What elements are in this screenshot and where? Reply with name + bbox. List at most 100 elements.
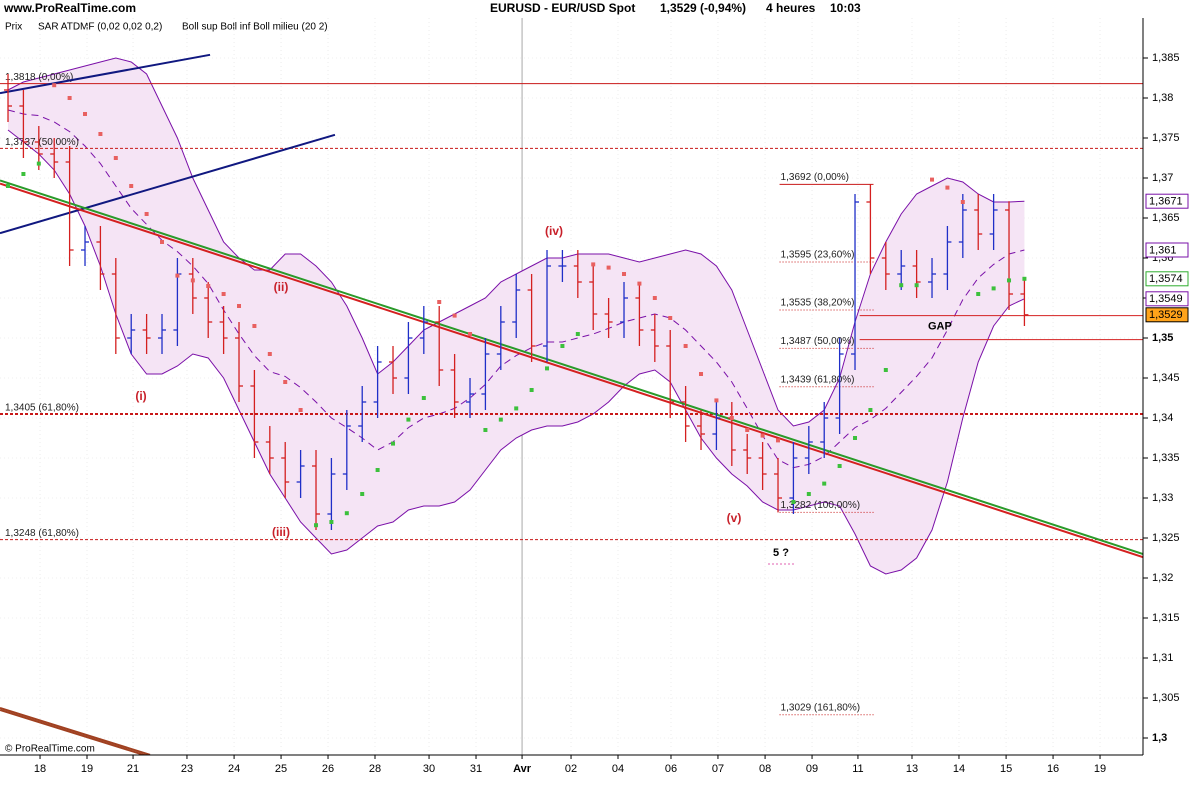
- sar-dot: [514, 406, 519, 411]
- x-tick-label: 06: [665, 763, 677, 775]
- sar-dot: [745, 428, 750, 432]
- x-tick-label: 09: [806, 763, 818, 775]
- sar-dot: [483, 428, 488, 432]
- level-label: 1,3029 (161,80%): [781, 702, 861, 713]
- wave-label: (ii): [274, 280, 289, 294]
- sar-dot: [883, 368, 888, 372]
- wave-label: (i): [135, 389, 146, 403]
- x-tick-label: 31: [470, 763, 482, 775]
- price-box-label: 1,3549: [1149, 293, 1183, 305]
- x-tick-label: 02: [565, 763, 577, 775]
- sar-dot: [190, 278, 195, 283]
- level-label: 1,3487 (50,00%): [781, 336, 855, 347]
- price-box: [1145, 193, 1189, 209]
- sar-dot: [622, 272, 627, 276]
- sar-dot: [791, 500, 796, 504]
- sar-dot: [298, 408, 303, 412]
- axes: 18 19 21 23 24 25 26 28 30 31 Avr 02 04 06 07 08 09 11 13 1…: [0, 18, 1189, 775]
- sar-dot: [668, 316, 673, 320]
- wave-label: (iii): [272, 525, 290, 539]
- sar-dot: [591, 262, 596, 267]
- y-tick-label: 1,38: [1152, 92, 1173, 104]
- sar-dot: [144, 212, 149, 216]
- sar-dot: [545, 366, 550, 371]
- wave-label: (iv): [545, 224, 563, 238]
- band-middle: [7, 109, 1025, 469]
- y-tick-label: 1,35: [1152, 332, 1173, 344]
- sar-dot: [452, 313, 457, 318]
- sar-dot: [606, 265, 611, 270]
- sar-dot: [899, 283, 904, 288]
- sar-dot: [129, 184, 134, 188]
- y-tick-label: 1,385: [1152, 52, 1180, 64]
- y-tick-label: 1,365: [1152, 212, 1180, 224]
- y-tick-label: 1,33: [1152, 492, 1173, 504]
- sar-dot: [529, 388, 534, 392]
- sar-dot: [113, 156, 118, 160]
- x-tick-label: 04: [612, 763, 624, 775]
- x-tick-label: 30: [423, 763, 435, 775]
- level-label: 1,3535 (38,20%): [781, 298, 855, 309]
- trendline: [0, 179, 1143, 555]
- wave-label: (v): [727, 511, 742, 525]
- level-label: 1,3692 (0,00%): [781, 172, 849, 183]
- level-label: 1,3248 (61,80%): [5, 528, 79, 539]
- x-tick-label: 19: [81, 763, 93, 775]
- x-tick-label: 18: [34, 763, 46, 775]
- x-tick-label: 19: [1094, 763, 1106, 775]
- time: 10:03: [830, 1, 861, 15]
- sar-dot: [822, 481, 827, 486]
- sar-dot: [991, 286, 996, 291]
- sar-dot: [945, 185, 950, 190]
- sar-dot: [314, 523, 319, 528]
- x-tick-label: 15: [1000, 763, 1012, 775]
- sar-dot: [1007, 278, 1012, 283]
- y-tick-label: 1,325: [1152, 532, 1180, 544]
- sar-dot: [729, 416, 734, 420]
- sar-dot: [175, 273, 180, 278]
- y-tick-label: 1,31: [1152, 652, 1173, 664]
- sar-dot: [837, 464, 842, 468]
- sar-dot: [437, 300, 442, 304]
- y-tick-label: 1,32: [1152, 572, 1173, 584]
- x-tick-label: 28: [369, 763, 381, 775]
- sar-dot: [498, 417, 503, 422]
- sar-dot: [914, 283, 919, 288]
- price-box: [1145, 271, 1189, 287]
- sar-dot: [683, 344, 688, 348]
- x-tick-label: 13: [906, 763, 918, 775]
- y-tick-label: 1,315: [1152, 612, 1180, 624]
- sar-dot: [36, 161, 41, 166]
- footer: © ProRealTime.com: [5, 744, 95, 755]
- chart-title: EURUSD - EUR/USD Spot: [490, 1, 635, 15]
- sar-dot: [21, 172, 26, 176]
- legend-bollinger: Boll sup Boll inf Boll milieu (20 2): [182, 22, 328, 33]
- price-box-label: 1,3671: [1149, 196, 1183, 208]
- y-tick-label: 1,3: [1152, 732, 1167, 744]
- trendline: [0, 709, 148, 755]
- x-tick-label: 21: [127, 763, 139, 775]
- sar-dot: [575, 332, 580, 336]
- legend-sar: SAR ATDMF (0,02 0,02 0,2): [38, 22, 162, 33]
- sar-dot: [344, 511, 349, 516]
- sar-dot: [6, 184, 11, 188]
- level-label: 1,3439 (61,80%): [781, 374, 855, 385]
- trendline: [0, 133, 336, 235]
- sar-dot: [760, 433, 765, 438]
- price-box: [1145, 307, 1189, 323]
- sar-dot: [360, 492, 365, 496]
- timeframe: 4 heures: [766, 1, 816, 15]
- sar-dot: [252, 324, 257, 328]
- sar-dot: [868, 408, 873, 412]
- sar-dot: [930, 177, 935, 182]
- trendline: [0, 707, 151, 755]
- trendline: [0, 182, 1143, 559]
- projection-label: 5 ?: [773, 547, 789, 559]
- sar-dot: [267, 352, 272, 356]
- sar-dot: [652, 296, 657, 300]
- price-box-label: 1,361: [1149, 244, 1177, 256]
- level-label: 1,3595 (23,60%): [781, 250, 855, 261]
- level-label: 1,3818 (0,00%): [5, 72, 73, 83]
- sar-dot: [637, 281, 642, 286]
